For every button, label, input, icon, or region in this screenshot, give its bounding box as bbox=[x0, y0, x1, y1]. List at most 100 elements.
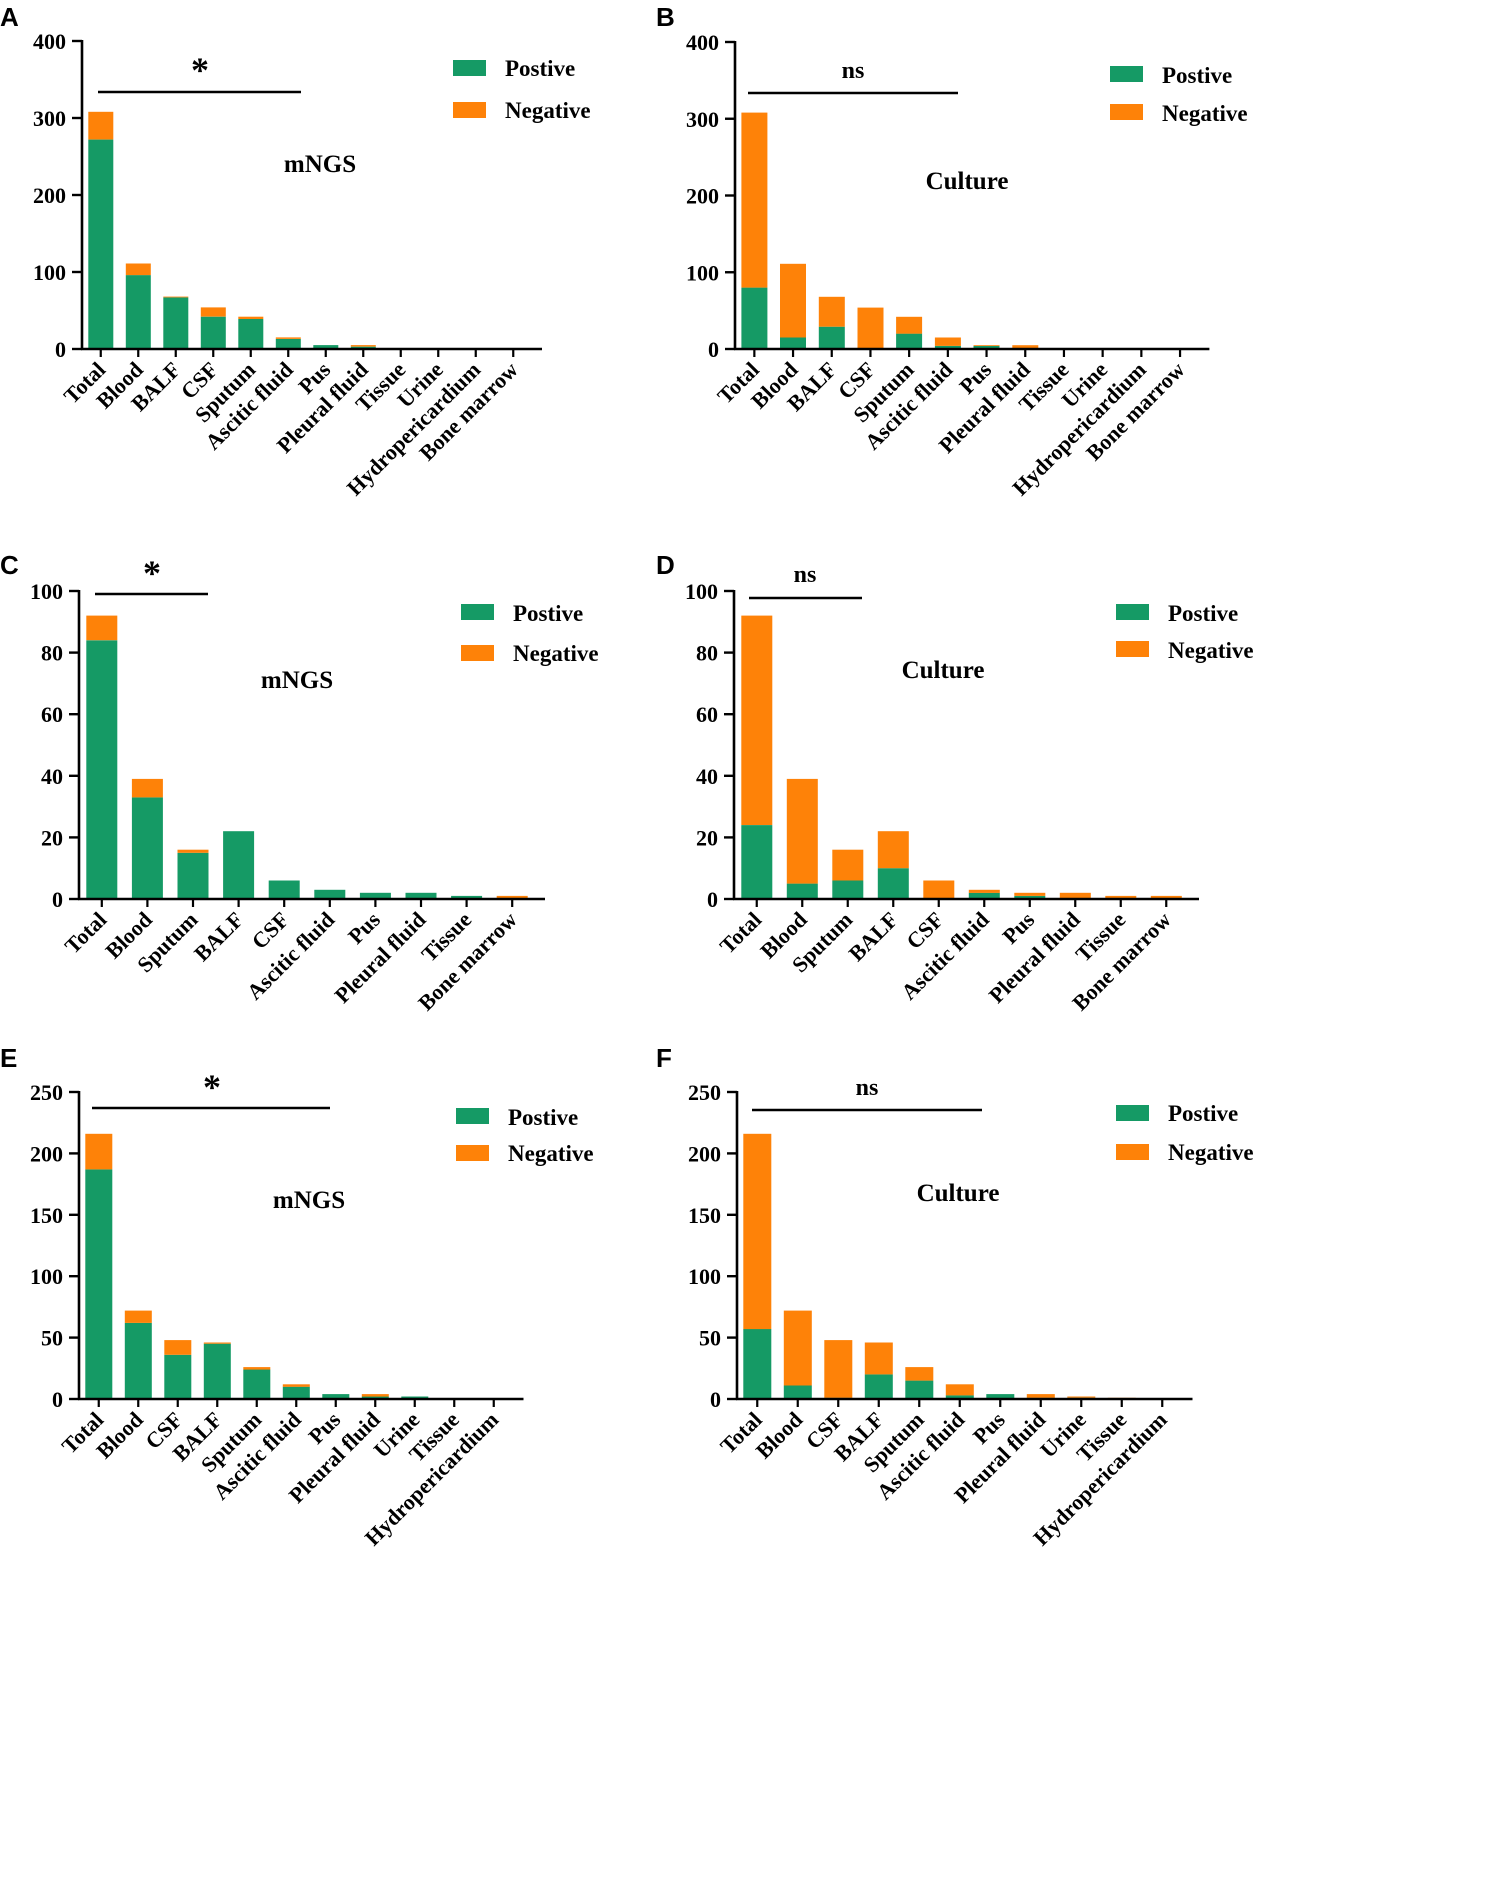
bar-negative bbox=[350, 345, 376, 347]
bar-positive bbox=[968, 892, 1000, 899]
bar-positive bbox=[451, 895, 483, 899]
bar-positive bbox=[131, 797, 163, 899]
bar-negative bbox=[741, 615, 773, 825]
bar-positive bbox=[203, 1343, 231, 1399]
significance-label: * bbox=[143, 553, 161, 593]
bar-positive bbox=[359, 892, 391, 899]
bar-negative bbox=[1012, 345, 1039, 349]
y-tick-label: 100 bbox=[30, 1264, 63, 1289]
bar-negative bbox=[164, 1340, 192, 1355]
y-tick-label: 100 bbox=[688, 1264, 721, 1289]
bar-negative bbox=[125, 263, 151, 276]
panel-letter: F bbox=[656, 1043, 672, 1073]
y-tick-label: 300 bbox=[33, 106, 66, 131]
legend-swatch-negative bbox=[1116, 1144, 1149, 1160]
bar-negative bbox=[1026, 1394, 1055, 1398]
legend-label-positive: Postive bbox=[508, 1105, 578, 1130]
x-tick-label: BALF bbox=[844, 907, 903, 966]
bar-negative bbox=[85, 1133, 113, 1170]
x-tick-label: Total bbox=[715, 907, 767, 959]
panel-letter: E bbox=[0, 1043, 17, 1073]
bar-negative bbox=[86, 615, 118, 641]
y-tick-label: 50 bbox=[699, 1326, 721, 1351]
bar-negative bbox=[1014, 892, 1046, 896]
bar-negative bbox=[1059, 892, 1091, 899]
legend: Postive Negative bbox=[456, 1105, 594, 1166]
bar-positive bbox=[1014, 895, 1046, 899]
significance-label: ns bbox=[794, 562, 817, 588]
panel-letter: B bbox=[656, 2, 675, 32]
legend-label-positive: Postive bbox=[505, 56, 575, 81]
legend-swatch-negative bbox=[461, 645, 494, 661]
chart-title: mNGS bbox=[273, 1187, 345, 1214]
bar-negative bbox=[361, 1394, 389, 1397]
chart-title: Culture bbox=[902, 657, 985, 684]
bar-positive bbox=[905, 1380, 934, 1399]
legend-swatch-positive bbox=[453, 60, 486, 76]
significance-label: * bbox=[191, 50, 209, 90]
bar-positive bbox=[163, 297, 189, 349]
legend-label-positive: Postive bbox=[513, 601, 583, 626]
bar-positive bbox=[741, 287, 768, 349]
bar-negative bbox=[905, 1367, 934, 1381]
legend-label-negative: Negative bbox=[1162, 101, 1248, 126]
legend-swatch-negative bbox=[453, 102, 486, 118]
bar-positive bbox=[164, 1354, 192, 1399]
bar-positive bbox=[243, 1369, 271, 1399]
y-tick-label: 0 bbox=[55, 337, 66, 362]
legend-swatch-negative bbox=[456, 1145, 489, 1161]
y-tick-label: 200 bbox=[30, 1141, 63, 1166]
legend-swatch-negative bbox=[1110, 104, 1143, 120]
y-tick-label: 20 bbox=[696, 825, 718, 850]
bar-negative bbox=[88, 111, 114, 140]
bar-positive bbox=[786, 883, 818, 899]
legend-swatch-positive bbox=[1110, 66, 1143, 82]
bar-positive bbox=[405, 892, 437, 899]
y-tick-label: 50 bbox=[41, 1326, 63, 1351]
bar-negative bbox=[945, 1384, 974, 1396]
y-tick-label: 0 bbox=[707, 887, 718, 912]
y-tick-label: 150 bbox=[688, 1203, 721, 1228]
bar-negative bbox=[818, 296, 845, 327]
bar-positive bbox=[268, 880, 300, 899]
bar-negative bbox=[282, 1384, 310, 1387]
bar-negative bbox=[243, 1367, 271, 1370]
y-tick-label: 200 bbox=[688, 1141, 721, 1166]
bar-positive bbox=[741, 825, 773, 899]
legend-label-positive: Postive bbox=[1162, 63, 1232, 88]
bar-positive bbox=[314, 889, 346, 899]
bar-positive bbox=[124, 1322, 152, 1399]
panel-letter: D bbox=[656, 550, 675, 580]
y-tick-label: 80 bbox=[41, 641, 63, 666]
legend: Postive Negative bbox=[1116, 1101, 1254, 1165]
bar-negative bbox=[786, 778, 818, 884]
legend-label-negative: Negative bbox=[508, 1141, 594, 1166]
y-tick-label: 100 bbox=[685, 579, 718, 604]
legend: Postive Negative bbox=[1110, 63, 1248, 126]
bar-negative bbox=[857, 307, 884, 349]
bar-negative bbox=[780, 263, 806, 338]
bar-negative bbox=[741, 112, 768, 288]
bar-positive bbox=[783, 1385, 812, 1399]
bar-positive bbox=[282, 1386, 310, 1399]
bar-positive bbox=[125, 275, 151, 349]
x-tick-label: Total bbox=[60, 907, 112, 959]
y-tick-label: 100 bbox=[33, 260, 66, 285]
y-tick-label: 100 bbox=[30, 579, 63, 604]
bar-positive bbox=[832, 880, 864, 899]
significance-label: ns bbox=[856, 1075, 879, 1101]
x-tick-label: Blood bbox=[751, 1407, 808, 1464]
y-tick-label: 0 bbox=[52, 1387, 63, 1412]
legend: Postive Negative bbox=[1116, 601, 1254, 663]
y-tick-label: 250 bbox=[688, 1080, 721, 1105]
bar-negative bbox=[238, 316, 264, 319]
bar-positive bbox=[85, 1169, 113, 1399]
chart-title: Culture bbox=[926, 168, 1009, 195]
bar-positive bbox=[238, 319, 264, 349]
legend-label-negative: Negative bbox=[1168, 638, 1254, 663]
